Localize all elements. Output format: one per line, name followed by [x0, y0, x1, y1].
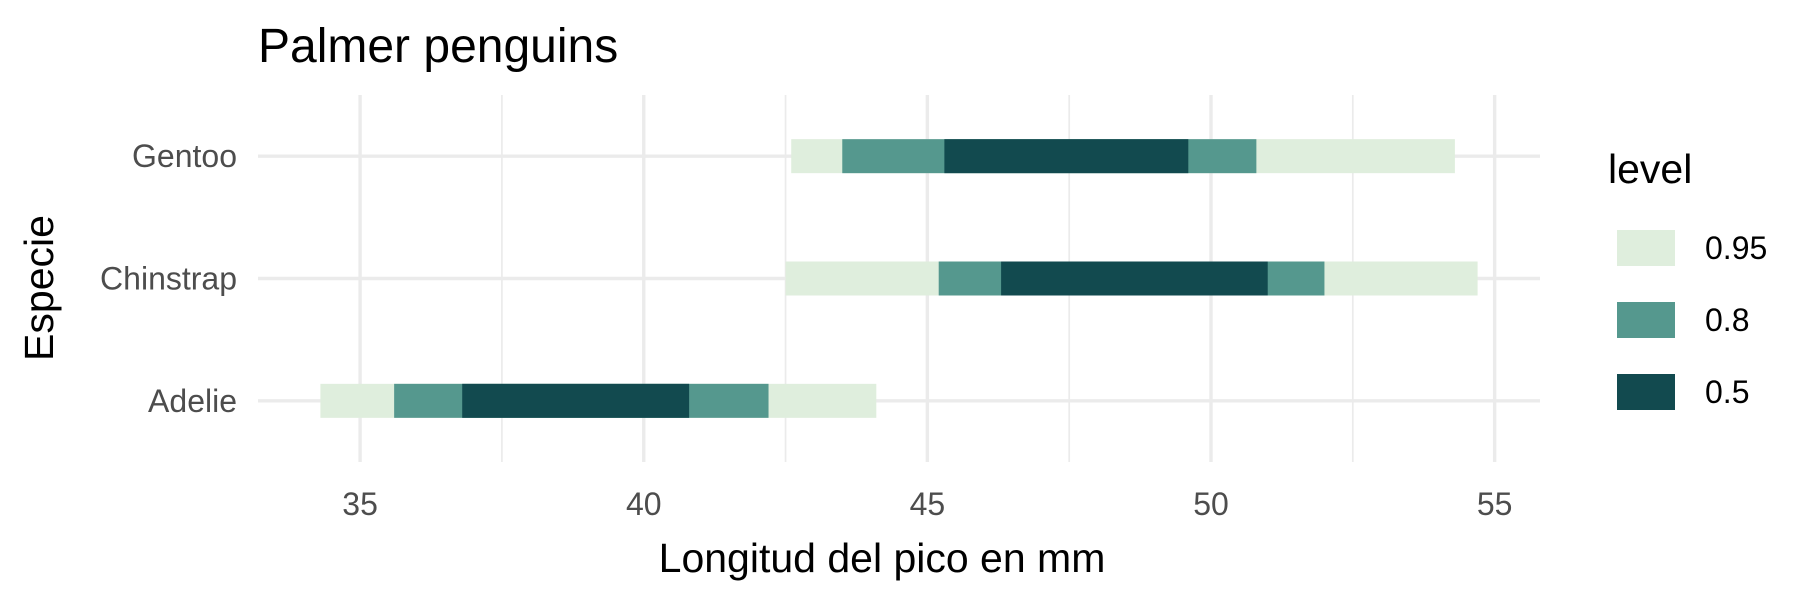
- x-tick-labels: 35 40 45 50 55: [342, 486, 1512, 522]
- x-tick-label: 45: [910, 486, 946, 522]
- y-tick-label: Chinstrap: [100, 261, 237, 297]
- chart-title: Palmer penguins: [258, 20, 618, 73]
- y-tick-labels: Adelie Chinstrap Gentoo: [100, 138, 237, 419]
- legend-key-0.95: [1617, 230, 1675, 266]
- x-tick-label: 40: [626, 486, 662, 522]
- legend-label: 0.8: [1705, 302, 1749, 338]
- y-axis-label: Especie: [16, 215, 62, 361]
- legend-label: 0.5: [1705, 374, 1749, 410]
- y-tick-label: Adelie: [148, 383, 237, 419]
- interval-bars: [320, 139, 1478, 418]
- y-tick-label: Gentoo: [132, 138, 237, 174]
- interval-bar-chinstrap-0.5: [1001, 261, 1268, 296]
- x-tick-label: 50: [1193, 486, 1229, 522]
- legend: level 0.95 0.8 0.5: [1608, 146, 1767, 410]
- legend-label: 0.95: [1705, 230, 1767, 266]
- legend-key-0.8: [1617, 302, 1675, 338]
- legend-key-0.5: [1617, 374, 1675, 410]
- x-tick-label: 55: [1477, 486, 1513, 522]
- interval-bar-adelie-0.5: [462, 383, 690, 418]
- x-tick-label: 35: [342, 486, 378, 522]
- x-axis-label: Longitud del pico en mm: [659, 535, 1106, 581]
- legend-title: level: [1608, 146, 1692, 192]
- interval-bar-gentoo-0.5: [944, 139, 1189, 174]
